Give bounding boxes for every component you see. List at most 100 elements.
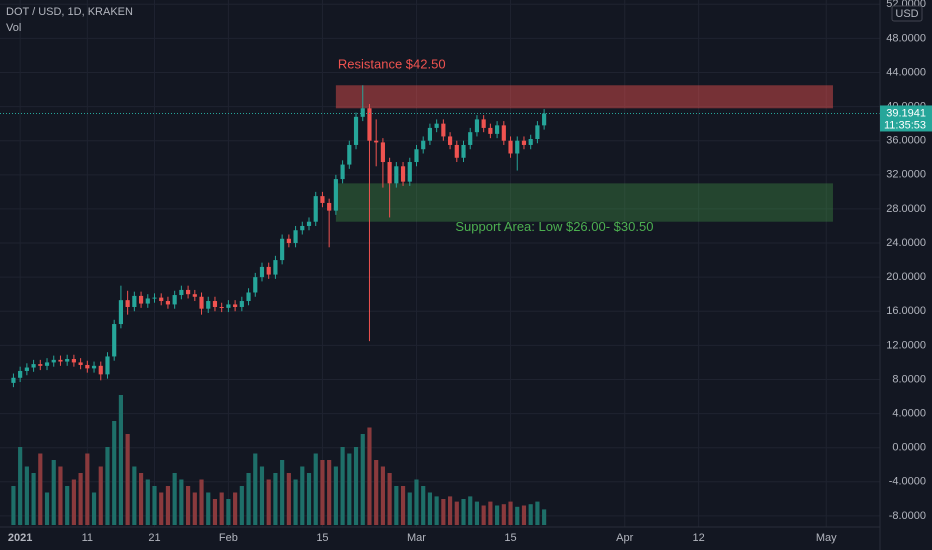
currency-label: USD	[895, 8, 918, 20]
candle-body	[78, 362, 83, 365]
volume-bar	[488, 501, 493, 525]
volume-bar	[233, 492, 238, 525]
volume-bar	[528, 504, 533, 525]
volume-bar	[535, 501, 540, 525]
candle-body	[125, 300, 130, 307]
candle-body	[31, 364, 36, 368]
candle-body	[65, 359, 70, 362]
volume-label: Vol	[6, 22, 21, 34]
volume-bar	[521, 505, 527, 525]
volume-bar	[542, 509, 547, 525]
volume-bar	[165, 486, 171, 525]
candle-body	[434, 123, 439, 128]
y-tick-label: 52.0000	[886, 0, 926, 10]
candle-body	[481, 119, 486, 128]
x-tick-label: 21	[148, 532, 160, 544]
candle-body	[374, 140, 379, 143]
volume-bar	[320, 460, 325, 525]
volume-bar	[138, 473, 144, 525]
candle-body	[407, 162, 412, 182]
volume-bar	[454, 501, 459, 525]
volume-bar	[31, 473, 36, 525]
volume-bar	[18, 447, 23, 525]
volume-bar	[414, 479, 419, 525]
candle-body	[367, 108, 372, 141]
candle-body	[501, 125, 506, 141]
volume-bar	[226, 499, 231, 525]
volume-bar	[132, 466, 137, 525]
currency-box	[891, 5, 923, 22]
volume-bar	[387, 473, 392, 525]
volume-bar	[421, 486, 426, 525]
candle-body	[266, 266, 271, 275]
y-tick-label: 16.0000	[886, 305, 926, 317]
candle-body	[333, 179, 338, 211]
volume-bar	[38, 453, 43, 525]
volume-bar	[481, 505, 486, 525]
volume-bar	[280, 460, 285, 525]
candle-body	[535, 125, 540, 139]
candle-body	[447, 136, 453, 145]
volume-bar	[51, 460, 56, 525]
candle-body	[179, 289, 184, 296]
y-tick-label: 28.0000	[886, 203, 926, 215]
candle-body	[286, 238, 291, 244]
volume-bar	[461, 499, 466, 525]
candle-body	[273, 260, 278, 275]
candle-body	[488, 127, 493, 134]
candle-body	[206, 301, 211, 309]
candle-body	[259, 266, 265, 278]
volume-bar	[300, 466, 305, 525]
volume-bar	[340, 447, 345, 525]
volume-bar	[273, 473, 278, 525]
candle-body	[300, 225, 305, 231]
candle-body	[112, 324, 117, 357]
candle-body	[306, 221, 312, 226]
volume-bar	[212, 499, 218, 525]
volume-bar	[367, 427, 372, 525]
volume-bar	[71, 479, 76, 525]
candle-body	[118, 300, 123, 325]
candle-body	[528, 138, 533, 145]
volume-bar	[219, 492, 224, 525]
volume-bar	[253, 453, 258, 525]
volume-bar	[159, 492, 164, 525]
candle-body	[353, 116, 359, 145]
candle-body	[468, 132, 473, 145]
y-tick-label: 32.0000	[886, 169, 926, 181]
volume-bar	[501, 504, 506, 525]
candle-body	[18, 370, 23, 378]
candle-body	[132, 295, 137, 307]
candle-body	[380, 142, 385, 163]
candle-body	[226, 304, 231, 308]
volume-bar	[206, 492, 211, 525]
volume-bar	[427, 492, 433, 525]
volume-bar	[347, 453, 352, 525]
plot: Resistance $42.50 Support Area: Low $26.0…	[0, 57, 880, 525]
candle-body	[159, 297, 164, 302]
y-tick-label: 36.0000	[886, 135, 926, 147]
chart-title: DOT / USD, 1D, KRAKEN	[6, 6, 133, 18]
grid	[0, 0, 880, 527]
candle-body	[360, 108, 365, 117]
volume-bar	[259, 466, 265, 525]
x-tick-label: Apr	[616, 532, 633, 544]
candle-body	[387, 162, 392, 184]
volume-bar	[306, 473, 312, 525]
y-tick-label: 44.0000	[886, 66, 926, 78]
candle-body	[219, 306, 224, 308]
volume-bar	[400, 486, 406, 525]
x-tick-label: 11	[82, 532, 93, 544]
candle-body	[293, 230, 298, 244]
volume-bar	[152, 486, 157, 525]
volume-bar	[394, 486, 399, 525]
candle-body	[165, 301, 171, 305]
volume-bar	[293, 479, 298, 525]
candle-body	[233, 304, 238, 307]
candle-body	[280, 238, 285, 261]
y-tick-label: 4.0000	[892, 407, 926, 419]
zone-label: Support Area: Low $26.00- $30.50	[455, 219, 653, 234]
volume-bar	[468, 496, 473, 525]
